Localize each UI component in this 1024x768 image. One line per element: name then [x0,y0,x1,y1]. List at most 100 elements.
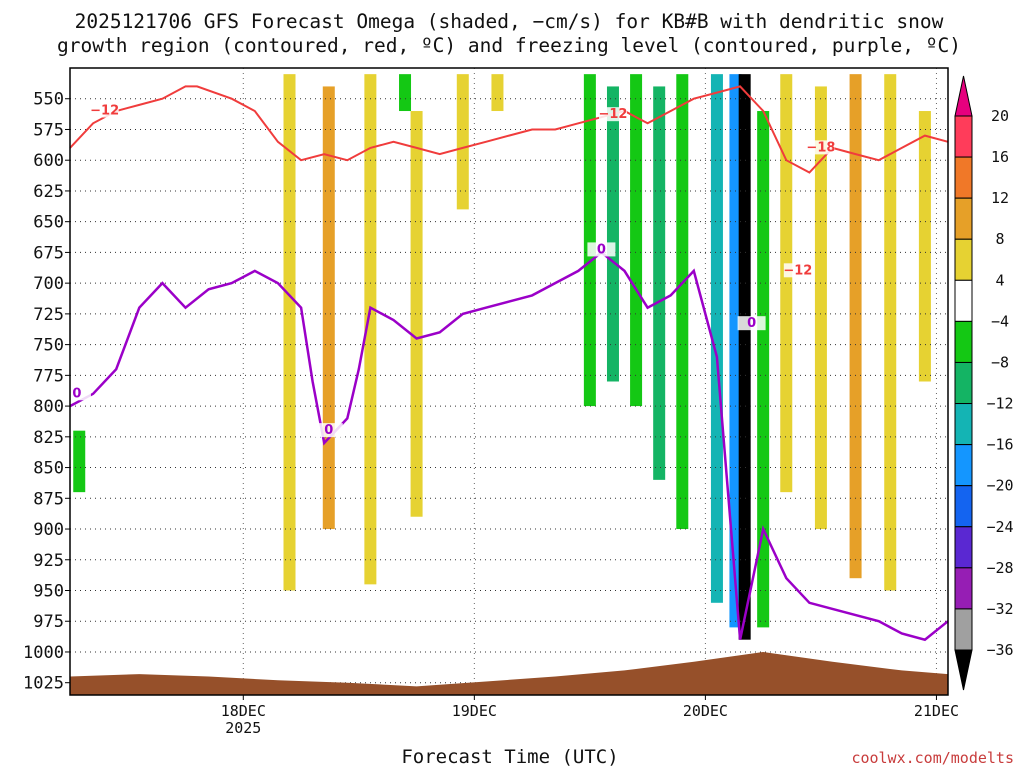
contour-label-4: 0 [72,386,81,401]
colorbar: 20 16 12 8 4 −4 −8 −12 −16 −20 −24 −28 −32 −36 [954,75,1014,691]
colorbar-label-0: 20 [991,107,1009,125]
omega-shade-13 [710,74,723,603]
contour-label-bg-3 [783,263,812,278]
omega-shade-8 [583,74,596,407]
y-tick-label-7: 725 [33,305,64,325]
colorbar-bottom-arrow [954,649,973,691]
omega-shade-12 [676,74,689,530]
contour-label-bg-1 [598,107,627,122]
omega-shade-15 [738,74,751,640]
omega-shade-20 [884,74,897,591]
colorbar-swatch-2 [954,197,973,240]
dendritic-contour-line [69,85,949,174]
contour-label-7: 0 [747,316,756,331]
contour-label-bg-5 [314,423,343,438]
chart-title-line2: growth region (contoured, red, ºC) and f… [57,34,961,57]
contour-label-3: −12 [783,263,812,278]
colorbar-label-12: −32 [986,600,1013,618]
omega-shade-4 [456,74,469,210]
y-tick-label-5: 675 [33,243,64,263]
y-tick-label-8: 750 [33,336,64,356]
y-tick-label-1: 575 [33,120,64,140]
omega-shade-19 [849,74,862,579]
colorbar-label-9: −20 [986,477,1013,495]
colorbar-label-11: −28 [986,559,1013,577]
omega-shade-11 [653,86,666,480]
contour-label-2: −18 [806,140,835,155]
omega-shade-0 [283,74,296,591]
contour-label-bg-2 [806,140,835,155]
colorbar-label-4: 4 [995,271,1004,289]
colorbar-swatch-10 [954,526,973,569]
colorbar-label-6: −8 [991,353,1009,371]
contour-label-6: 0 [597,242,606,257]
x-tick-label-1: 19DEC [452,702,497,720]
colorbar-swatch-9 [954,485,973,528]
y-tick-label-9: 775 [33,366,64,386]
y-tick-label-14: 900 [33,520,64,540]
y-tick-label-10: 800 [33,397,64,417]
colorbar-label-8: −16 [986,436,1013,454]
colorbar-label-3: 8 [995,230,1004,248]
contour-label-0: −12 [90,103,119,118]
y-tick-label-12: 850 [33,459,64,479]
colorbar-swatch-3 [954,238,973,281]
plot-background [70,68,948,695]
colorbar-label-2: 12 [991,189,1009,207]
plot-area: −12 −12 −18 −12 0 0 0 0 [62,67,949,696]
colorbar-swatch-0 [954,115,973,158]
colorbar-swatch-11 [954,567,973,610]
colorbar-label-1: 16 [991,148,1009,166]
y-tick-label-17: 975 [33,612,64,632]
colorbar-swatch-1 [954,156,973,199]
x-tick-label-0: 18DEC [221,702,266,720]
y-tick-label-15: 925 [33,551,64,571]
colorbar-swatch-6 [954,361,973,405]
omega-shade-18 [814,86,827,530]
omega-shade-9 [606,86,619,382]
omega-shade-5 [491,74,504,112]
y-tick-label-0: 550 [33,90,64,110]
colorbar-top-arrow [954,75,973,117]
y-tick-label-6: 700 [33,274,64,294]
omega-shade-14 [729,74,742,628]
y-tick-label-13: 875 [33,489,64,509]
plot-frame [69,67,949,696]
y-tick-label-16: 950 [33,582,64,602]
omega-shade-3 [410,111,423,517]
y-tick-label-4: 650 [33,213,64,233]
x-year-label: 2025 [225,719,261,737]
colorbar-swatch-8 [954,444,973,487]
colorbar-label-5: −4 [991,312,1009,330]
terrain-fill [70,651,948,695]
chart-title-line1: 2025121706 GFS Forecast Omega (shaded, −… [75,10,944,33]
y-axis: 550 575 600 625 650 675 700 725 750 775 800 825 850 8… [23,90,70,694]
x-tick-label-3: 21DEC [914,702,959,720]
omega-shade-7 [399,74,412,112]
colorbar-label-7: −12 [986,395,1013,413]
colorbar-swatch-12 [954,608,973,651]
y-tick-label-11: 825 [33,428,64,448]
contour-label-bg-0 [90,103,119,118]
x-tick-label-2: 20DEC [683,702,728,720]
contour-label-1: −12 [598,107,627,122]
colorbar-swatch-7 [954,403,973,446]
colorbar-label-10: −24 [986,518,1013,536]
x-axis: 18DEC 19DEC 20DEC 21DEC 2025 [221,695,959,737]
colorbar-swatch-4 [954,279,973,322]
x-axis-title: Forecast Time (UTC) [401,746,618,768]
y-tick-label-18: 1000 [23,643,64,663]
omega-shade-10 [630,74,643,407]
y-tick-label-3: 625 [33,182,64,202]
freezing-level-contour-line [69,250,949,642]
y-tick-label-19: 1025 [23,674,64,694]
omega-shade-2 [322,86,335,530]
contour-label-5: 0 [324,423,333,438]
omega-shade-17 [780,74,793,493]
omega-shade-6 [73,430,86,493]
omega-shade-21 [918,111,931,382]
credit-link[interactable]: coolwx.com/modelts [851,749,1014,767]
omega-shade-1 [364,74,377,585]
contour-label-bg-6 [587,242,616,257]
